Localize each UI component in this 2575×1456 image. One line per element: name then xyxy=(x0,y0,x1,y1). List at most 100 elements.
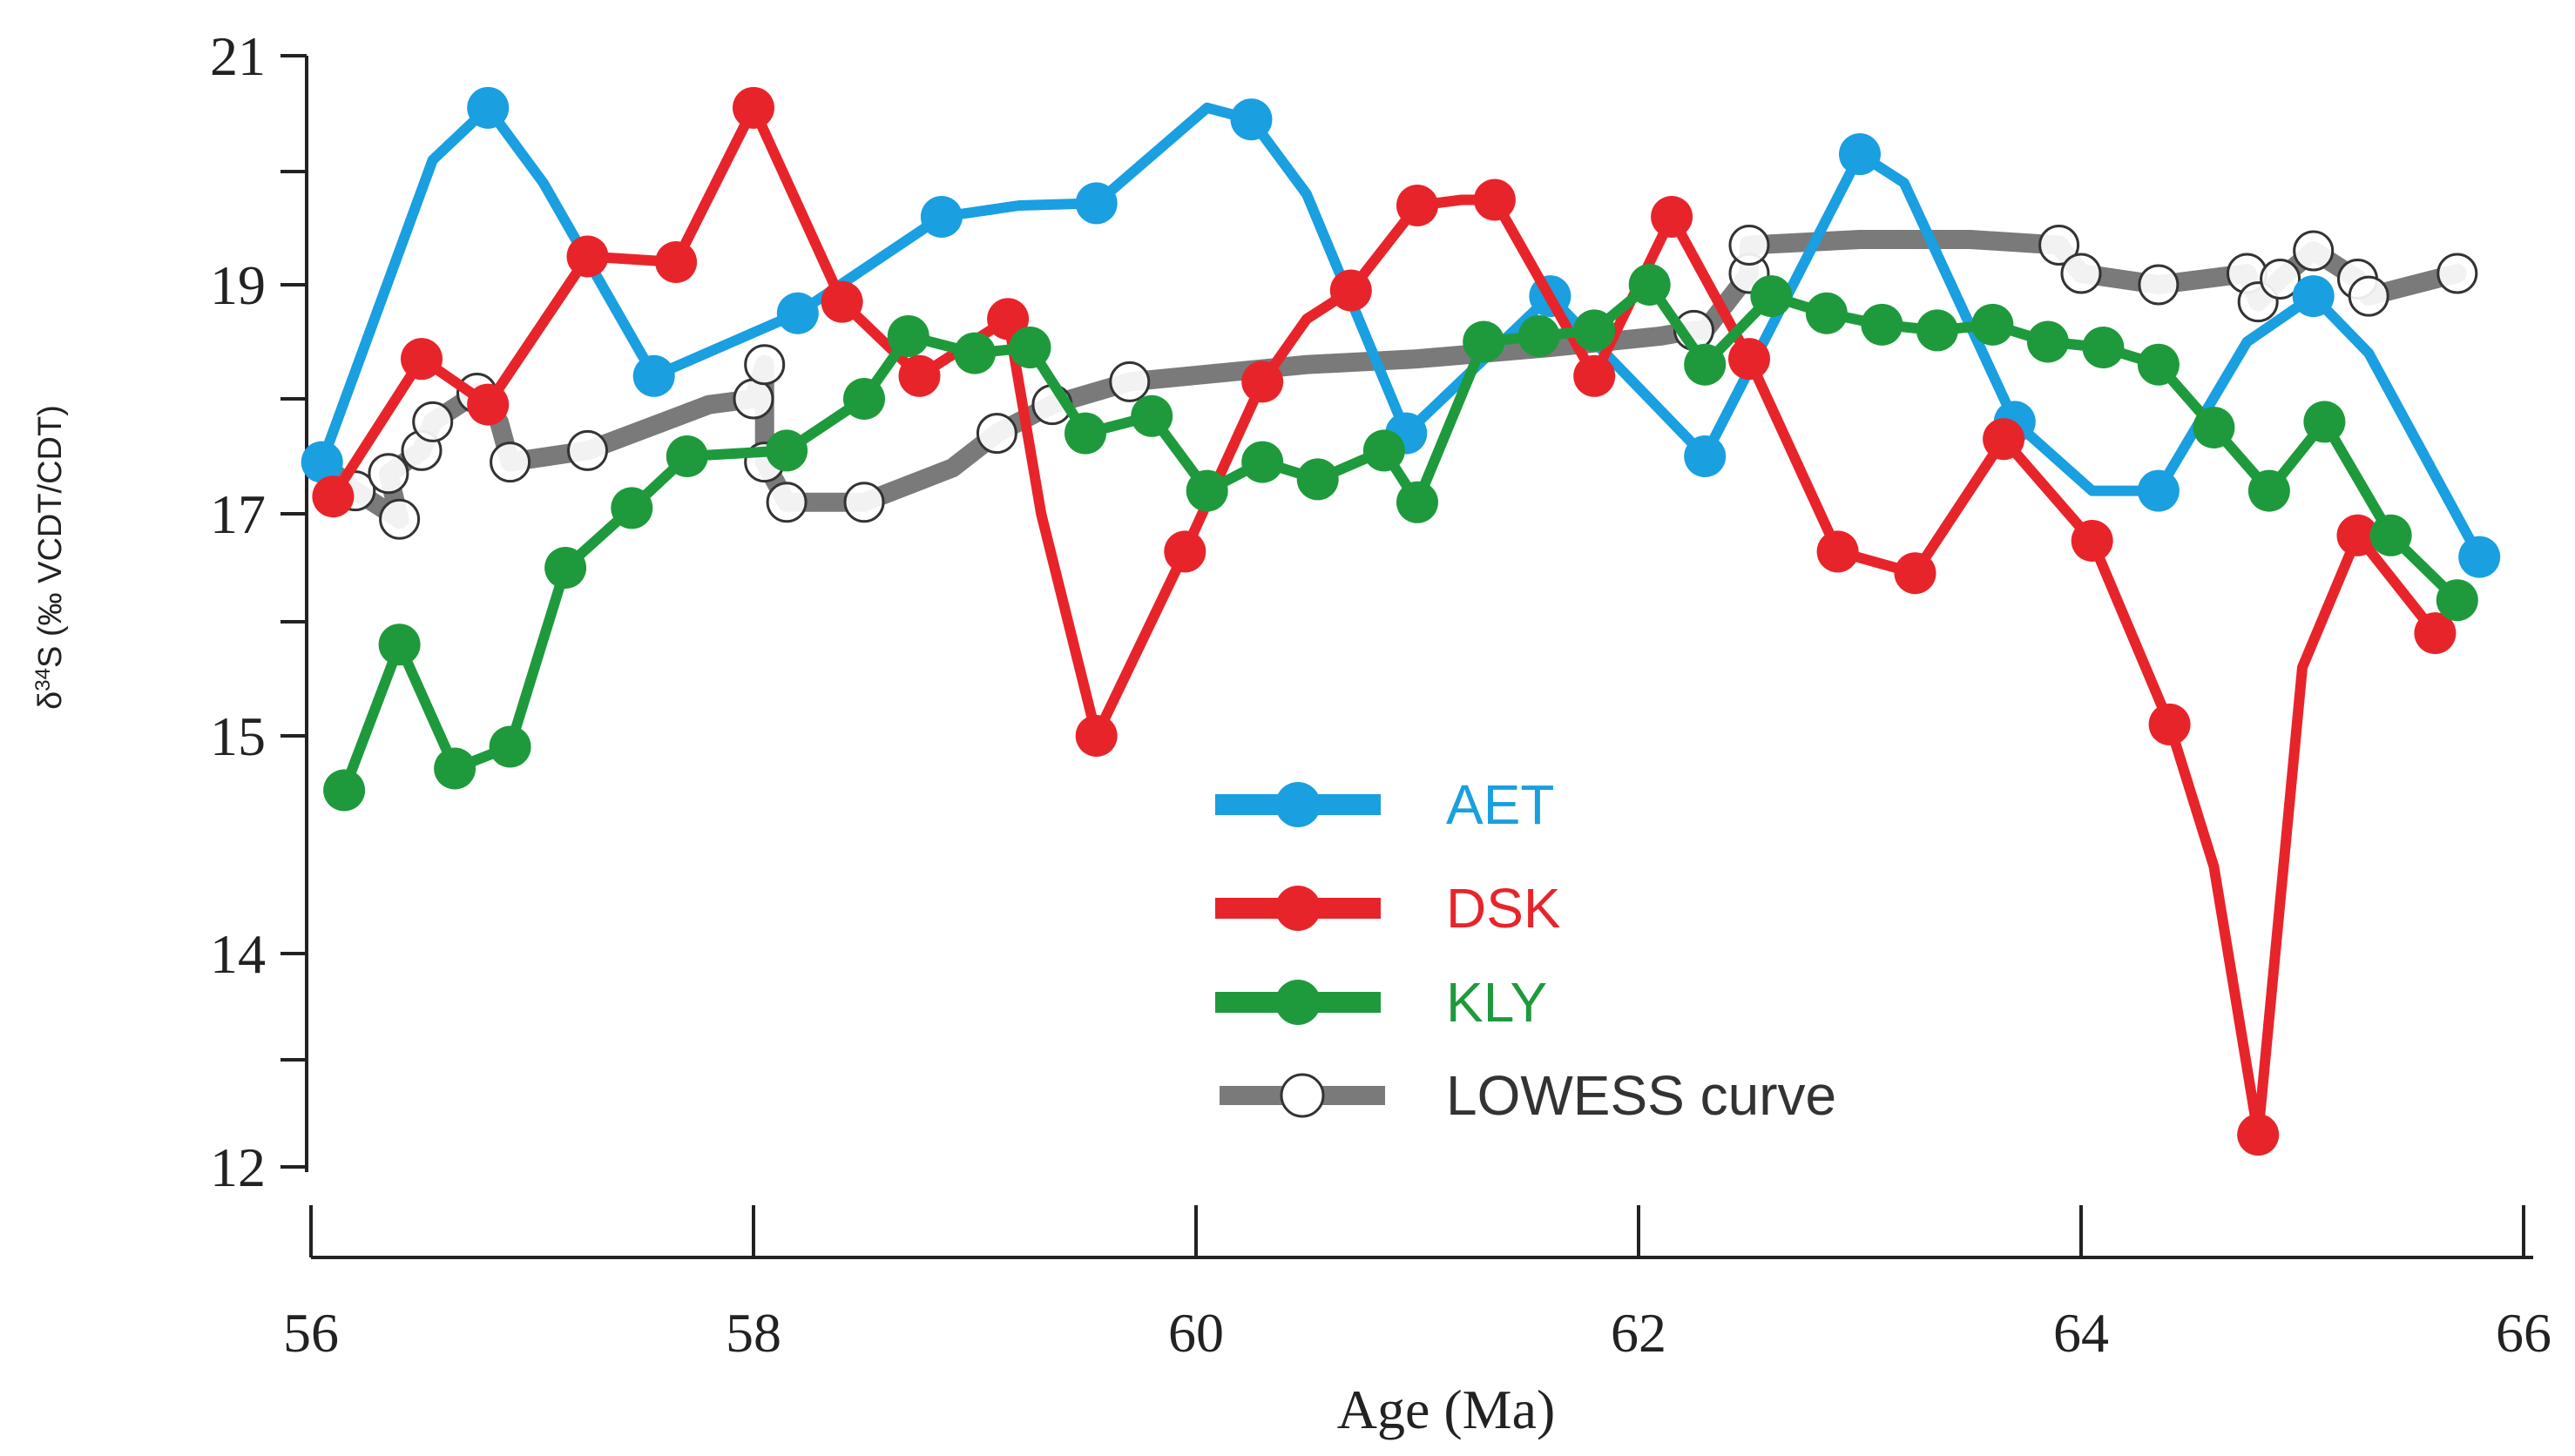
data-point-dsk xyxy=(1075,715,1118,757)
data-point-dsk xyxy=(1241,361,1284,403)
data-point-kly xyxy=(2369,514,2412,556)
data-point-kly xyxy=(887,314,929,357)
data-point-lowess-curve xyxy=(2260,259,2301,300)
data-point-lowess-curve xyxy=(2138,264,2180,306)
data-point-kly xyxy=(1684,343,1727,386)
data-point-kly xyxy=(843,378,885,420)
axes xyxy=(305,56,2533,1259)
data-point-lowess-curve xyxy=(379,498,421,540)
data-point-dsk xyxy=(1329,269,1372,312)
legend-entry-lowess: LOWESS curve xyxy=(1220,1064,1836,1127)
data-point-dsk xyxy=(566,235,609,278)
data-point-lowess-curve xyxy=(567,429,608,471)
data-point-lowess-curve xyxy=(2348,275,2389,317)
series-dsk xyxy=(312,86,2457,1156)
legend-label-kly: KLY xyxy=(1446,971,1547,1034)
data-point-lowess-curve xyxy=(976,413,1017,455)
data-point-kly xyxy=(1241,441,1284,483)
data-point-aet xyxy=(301,441,343,483)
x-tick-label: 64 xyxy=(2053,1302,2109,1364)
data-point-kly xyxy=(1463,320,1505,363)
data-point-aet xyxy=(1684,435,1727,477)
y-tick-label: 14 xyxy=(210,923,266,985)
data-point-kly xyxy=(1362,429,1405,472)
data-point-dsk xyxy=(821,280,863,323)
data-point-kly xyxy=(323,769,366,812)
data-point-aet xyxy=(2137,469,2180,512)
data-point-dsk xyxy=(1816,530,1859,573)
data-point-lowess-curve xyxy=(490,442,531,483)
data-point-dsk xyxy=(655,241,698,283)
data-point-kly xyxy=(2082,327,2125,369)
x-ticks: 56 58 60 62 64 66 xyxy=(283,1205,2551,1364)
x-tick-label: 56 xyxy=(283,1302,339,1364)
data-point-kly xyxy=(434,747,476,790)
legend-swatch-marker-kly xyxy=(1275,980,1321,1025)
data-point-kly xyxy=(766,429,808,472)
data-point-lowess-curve xyxy=(766,482,808,523)
data-point-aet xyxy=(2292,275,2335,318)
data-point-kly xyxy=(1750,275,1793,318)
data-point-dsk xyxy=(401,338,443,381)
y-ticks: 21 19 17 15 14 12 xyxy=(210,25,307,1198)
data-point-dsk xyxy=(898,354,941,397)
data-point-kly xyxy=(544,547,587,589)
data-point-kly xyxy=(1186,469,1228,512)
legend-swatch-marker-lowess xyxy=(1280,1073,1325,1118)
data-point-dsk xyxy=(987,298,1030,340)
data-point-aet xyxy=(467,86,510,129)
data-point-dsk xyxy=(2414,612,2457,655)
data-point-dsk xyxy=(2071,520,2113,562)
x-tick-label: 58 xyxy=(726,1302,781,1364)
y-tick-label: 15 xyxy=(210,705,266,767)
data-point-aet xyxy=(2458,536,2501,578)
legend-entry-aet: AET xyxy=(1215,773,1554,836)
data-point-lowess-curve xyxy=(368,453,409,495)
data-point-lowess-curve xyxy=(733,378,774,420)
data-point-dsk xyxy=(1728,338,1770,381)
x-tick-label: 62 xyxy=(1611,1302,1666,1364)
data-point-kly xyxy=(666,435,708,477)
data-point-dsk xyxy=(312,475,355,518)
data-point-dsk xyxy=(1894,552,1936,595)
data-point-lowess-curve xyxy=(2060,253,2102,294)
data-point-lowess-curve xyxy=(1109,361,1151,402)
data-point-kly xyxy=(1517,314,1560,357)
x-axis-title: Age (Ma) xyxy=(1337,1378,1556,1440)
data-point-kly xyxy=(1971,303,2014,346)
data-point-kly xyxy=(954,332,996,374)
data-point-dsk xyxy=(733,86,774,129)
data-point-aet xyxy=(776,292,819,334)
data-point-aet xyxy=(1075,182,1118,225)
data-point-kly xyxy=(1396,481,1438,523)
data-point-kly xyxy=(2247,469,2290,512)
y-tick-label: 21 xyxy=(210,25,266,87)
legend-label-dsk: DSK xyxy=(1446,877,1561,940)
data-point-dsk xyxy=(1473,179,1516,221)
legend-label-aet: AET xyxy=(1446,773,1554,836)
legend-swatch-marker-dsk xyxy=(1275,886,1321,931)
data-point-lowess-curve xyxy=(412,401,454,442)
series-kly xyxy=(323,264,2478,812)
data-point-kly xyxy=(489,725,531,768)
data-point-kly xyxy=(611,487,653,529)
data-point-dsk xyxy=(1983,418,2025,461)
data-point-kly xyxy=(2026,320,2069,363)
data-point-kly xyxy=(1573,309,1616,352)
legend-swatch-marker-aet xyxy=(1275,782,1321,827)
series-line-dsk xyxy=(328,102,2441,1141)
data-point-kly xyxy=(1064,412,1106,455)
data-point-kly xyxy=(1009,327,1051,369)
data-point-aet xyxy=(1230,98,1273,141)
data-point-dsk xyxy=(467,383,510,426)
data-point-dsk xyxy=(1164,530,1206,573)
data-point-kly xyxy=(2193,407,2235,448)
data-point-dsk xyxy=(2237,1114,2280,1156)
legend-label-lowess: LOWESS curve xyxy=(1446,1064,1836,1127)
data-point-kly xyxy=(1628,264,1671,306)
data-point-kly xyxy=(1131,394,1173,437)
y-tick-label: 12 xyxy=(210,1136,266,1198)
data-point-kly xyxy=(2436,579,2478,622)
series-layer xyxy=(301,86,2501,1156)
